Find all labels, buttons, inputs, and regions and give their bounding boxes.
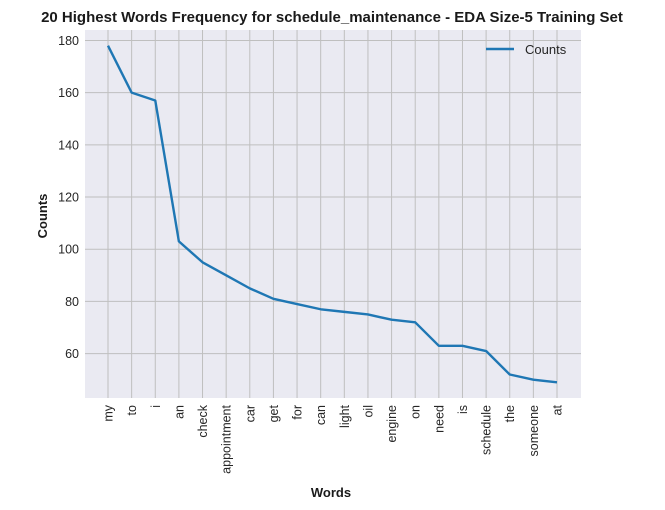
x-tick-label: is <box>456 405 470 414</box>
x-tick-label: my <box>102 404 116 421</box>
y-axis-label: Counts <box>35 194 50 239</box>
series-line-counts <box>106 45 558 384</box>
x-axis-ticks: my to i an check appointment car get for can light… <box>102 404 565 474</box>
x-tick-label: need <box>432 405 446 433</box>
y-tick-label: 60 <box>65 347 79 361</box>
x-tick-label: light <box>338 404 352 427</box>
y-tick-label: 180 <box>58 34 79 48</box>
y-axis-ticks: 60 80 100 120 140 160 180 <box>58 34 79 361</box>
grid-lines <box>85 30 581 398</box>
x-tick-label: oil <box>361 405 375 418</box>
x-tick-label: appointment <box>220 404 234 473</box>
x-tick-label: someone <box>527 405 541 456</box>
x-tick-label: to <box>125 405 139 415</box>
y-tick-label: 80 <box>65 295 79 309</box>
x-axis-label: Words <box>311 485 351 500</box>
x-tick-label: at <box>551 404 565 415</box>
x-tick-label: an <box>172 405 186 419</box>
x-tick-label: for <box>291 405 305 420</box>
x-tick-label: get <box>267 404 281 422</box>
x-tick-label: the <box>503 405 517 422</box>
x-tick-label: on <box>409 405 423 419</box>
legend: Counts <box>486 42 567 57</box>
series-points <box>107 45 558 383</box>
x-tick-label: i <box>149 405 163 408</box>
x-tick-label: schedule <box>480 405 494 455</box>
y-tick-label: 120 <box>58 191 79 205</box>
y-tick-label: 100 <box>58 243 79 257</box>
x-tick-label: car <box>243 405 257 422</box>
y-tick-label: 140 <box>58 138 79 152</box>
legend-label: Counts <box>525 42 567 57</box>
y-tick-label: 160 <box>58 86 79 100</box>
plot-area <box>85 30 581 398</box>
x-tick-label: check <box>196 404 210 437</box>
chart-title: 20 Highest Words Frequency for schedule_… <box>41 9 623 26</box>
x-tick-label: engine <box>385 405 399 443</box>
x-tick-label: can <box>314 405 328 425</box>
